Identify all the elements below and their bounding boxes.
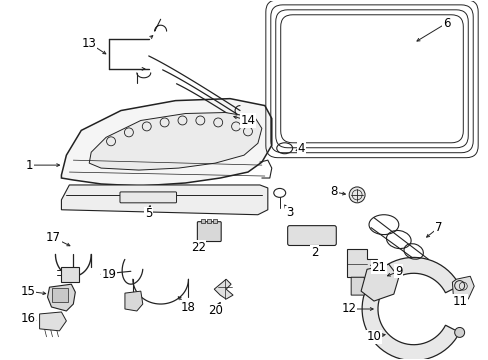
Text: 19: 19 [102, 268, 116, 281]
Text: 14: 14 [240, 114, 255, 127]
Polygon shape [40, 312, 66, 331]
Text: 1: 1 [26, 159, 33, 172]
Bar [213, 219, 217, 223]
Text: 5: 5 [145, 207, 152, 220]
Polygon shape [61, 185, 267, 215]
FancyBboxPatch shape [287, 226, 336, 246]
Polygon shape [350, 277, 366, 295]
FancyBboxPatch shape [120, 192, 176, 203]
Polygon shape [47, 284, 75, 311]
Text: 9: 9 [394, 265, 402, 278]
Polygon shape [451, 276, 473, 299]
Text: 2: 2 [310, 246, 318, 259]
Bar [52, 288, 68, 302]
FancyBboxPatch shape [197, 222, 221, 242]
Text: 4: 4 [297, 142, 305, 155]
Bar [207, 219, 211, 223]
Text: 10: 10 [366, 330, 381, 343]
Text: 20: 20 [207, 305, 222, 318]
Text: 15: 15 [20, 285, 35, 298]
Text: 18: 18 [181, 301, 196, 314]
Polygon shape [360, 264, 398, 301]
Circle shape [348, 187, 365, 203]
Text: 12: 12 [341, 302, 356, 315]
Circle shape [454, 280, 464, 291]
Text: 17: 17 [46, 231, 61, 244]
Polygon shape [89, 113, 262, 170]
Text: 22: 22 [190, 241, 205, 254]
Text: 13: 13 [81, 37, 97, 50]
Polygon shape [346, 249, 376, 277]
Text: 11: 11 [452, 294, 467, 307]
Polygon shape [362, 257, 459, 360]
Bar [201, 219, 205, 223]
Polygon shape [61, 99, 271, 186]
Text: 3: 3 [285, 206, 293, 219]
Polygon shape [61, 267, 79, 282]
Text: 8: 8 [330, 185, 337, 198]
Polygon shape [124, 291, 142, 311]
Polygon shape [214, 279, 233, 299]
Text: 7: 7 [434, 221, 441, 234]
Circle shape [454, 328, 464, 337]
Text: 6: 6 [442, 17, 449, 30]
Text: 16: 16 [20, 312, 35, 325]
Text: 21: 21 [371, 261, 386, 274]
